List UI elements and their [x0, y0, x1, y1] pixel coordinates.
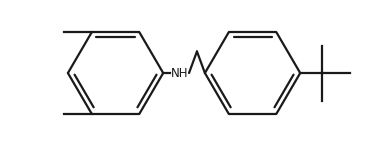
Text: NH: NH — [171, 66, 189, 80]
